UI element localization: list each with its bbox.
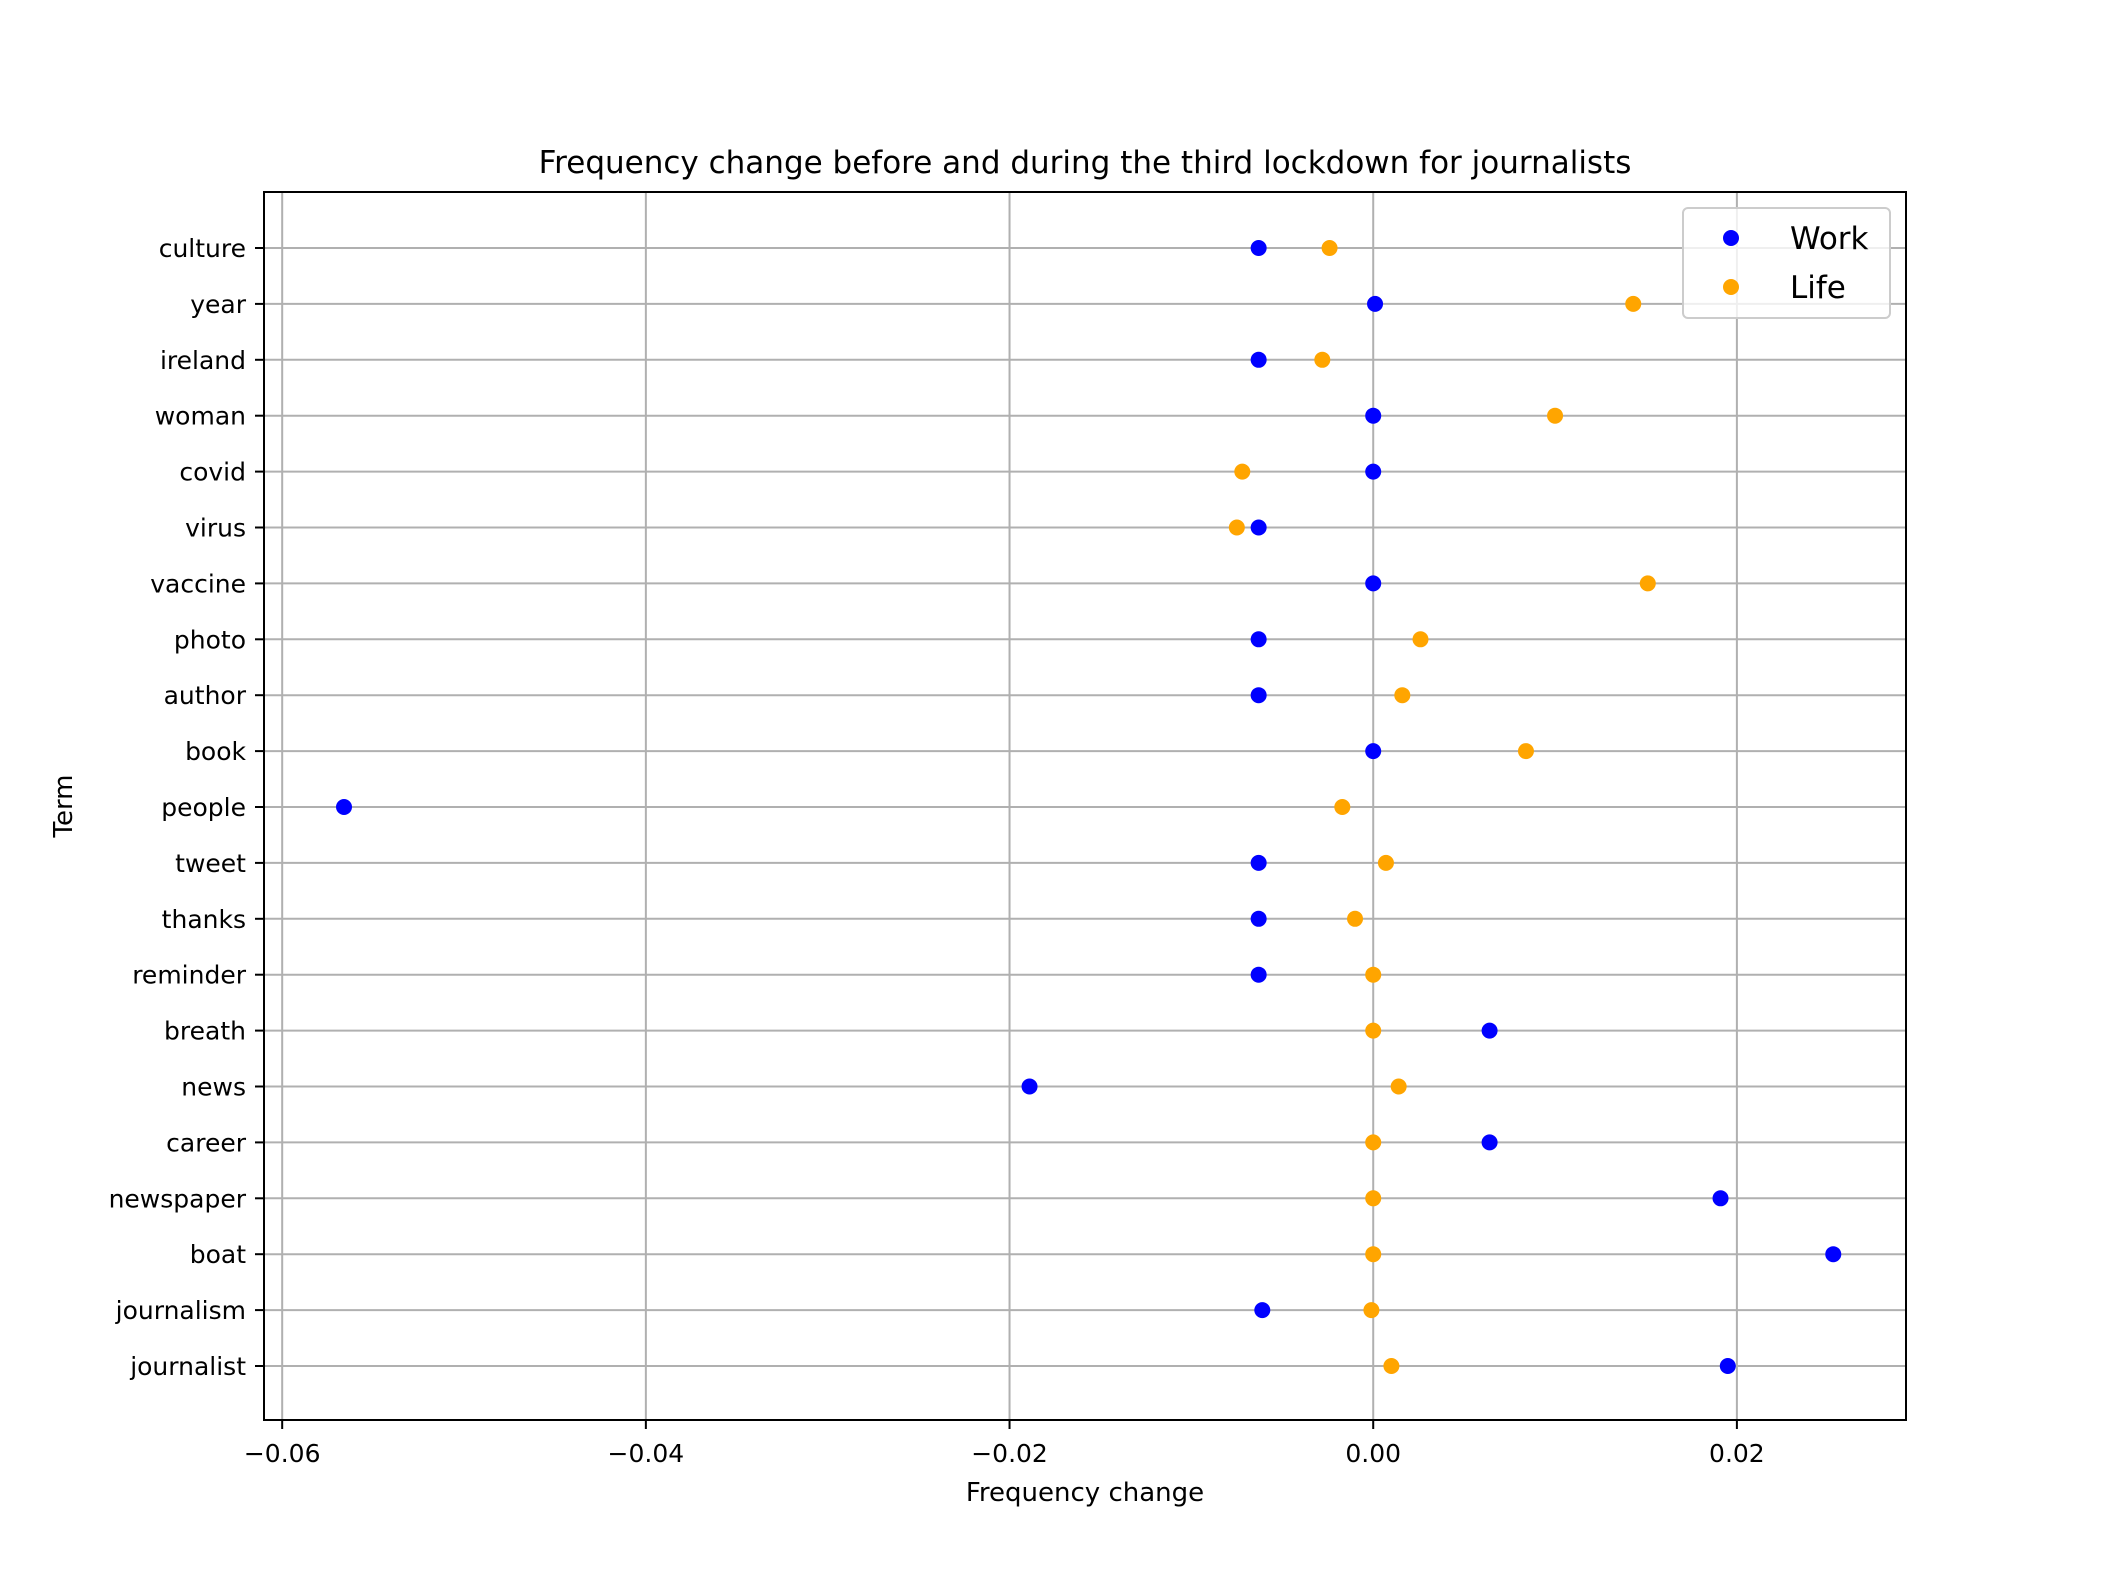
y-tick-label: culture [159,234,246,263]
point-life-ireland [1314,351,1331,368]
point-work-ireland [1250,351,1267,368]
legend: Work Life [1682,207,1891,319]
point-work-career [1481,1134,1498,1151]
y-tick-label: career [166,1128,247,1157]
y-tick-label: newspaper [109,1184,247,1213]
point-work-people [336,799,353,815]
point-life-culture [1321,240,1338,256]
x-tick-label: −0.02 [971,1439,1048,1468]
y-tick-label: breath [164,1017,246,1046]
grid-lines [264,192,1906,1420]
point-work-book [1365,743,1382,760]
y-tick-label: ireland [160,346,246,375]
y-tick-label: covid [179,458,246,487]
point-life-career [1365,1134,1382,1151]
point-work-newspaper [1712,1190,1729,1207]
y-tick-label: tweet [175,849,246,878]
y-tick-label: news [181,1073,246,1102]
y-tick-label: journalism [115,1296,246,1325]
point-life-reminder [1365,966,1382,983]
point-life-newspaper [1365,1190,1382,1207]
y-tick-label: book [185,737,246,766]
y-tick-label: journalist [129,1352,246,1381]
chart-title: Frequency change before and during the t… [539,145,1632,181]
plot-frame [263,191,1907,1421]
y-tick-label: author [164,681,247,710]
legend-marker-life [1723,279,1739,295]
axis-ticks: −0.06 −0.04 −0.02 0.00 0.02 culture year irelan… [109,234,1765,1468]
point-work-journalist [1719,1358,1736,1374]
x-axis-label: Frequency change [966,1478,1204,1508]
legend-label-work: Work [1790,221,1869,257]
point-work-reminder [1250,966,1267,983]
point-life-year [1625,295,1642,312]
x-tick-label: 0.00 [1345,1439,1401,1468]
point-life-journalist [1383,1358,1400,1374]
y-tick-label: vaccine [150,569,246,598]
x-tick-label: −0.04 [608,1439,685,1468]
point-work-author [1250,687,1267,704]
legend-label-life: Life [1790,270,1846,306]
point-life-tweet [1377,854,1394,871]
y-tick-label: virus [185,514,246,543]
point-life-people [1334,799,1351,815]
y-axis-label: Term [49,774,79,838]
x-tick-label: −0.06 [244,1439,321,1468]
point-work-journalism [1254,1302,1271,1319]
point-life-photo [1412,631,1429,648]
point-life-news [1390,1078,1407,1095]
point-work-news [1021,1078,1038,1095]
point-work-virus [1250,519,1267,536]
point-work-boat [1825,1246,1842,1263]
point-life-author [1394,687,1411,704]
x-tick-label: 0.02 [1709,1439,1765,1468]
point-life-covid [1234,463,1251,480]
point-life-book [1517,743,1534,760]
point-work-year [1367,295,1384,312]
y-tick-label: photo [174,625,246,654]
y-tick-label: thanks [162,905,246,934]
legend-marker-work [1723,230,1739,246]
point-life-breath [1365,1022,1382,1039]
data-points [336,240,1842,1374]
y-tick-label: woman [155,402,246,431]
point-work-tweet [1250,854,1267,871]
point-life-boat [1365,1246,1382,1263]
point-work-thanks [1250,910,1267,927]
y-tick-label: boat [190,1240,246,1269]
point-life-woman [1547,407,1564,424]
point-work-woman [1365,407,1382,424]
point-work-breath [1481,1022,1498,1039]
point-life-journalism [1363,1302,1380,1319]
point-life-vaccine [1639,575,1656,592]
point-life-virus [1228,519,1245,536]
point-work-culture [1250,240,1267,256]
y-tick-label: year [190,290,246,319]
point-work-covid [1365,463,1382,480]
y-tick-label: people [161,793,246,822]
point-work-photo [1250,631,1267,648]
y-tick-label: reminder [132,961,247,990]
point-work-vaccine [1365,575,1382,592]
point-life-thanks [1347,910,1364,927]
